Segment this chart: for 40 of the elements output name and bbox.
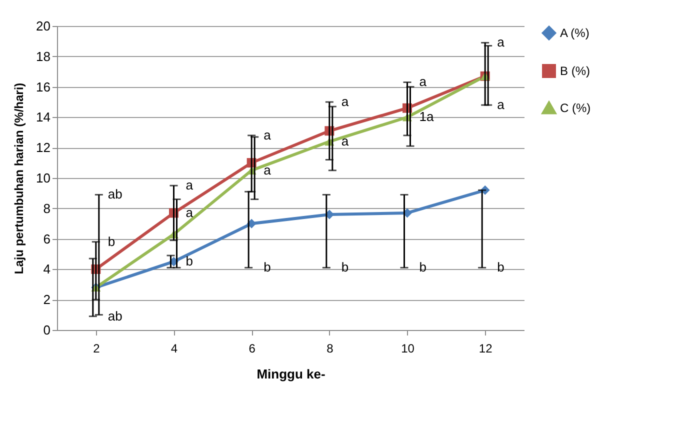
y-tick-label: 14 — [36, 110, 50, 125]
annotation: b — [264, 260, 271, 275]
annotation: b — [186, 254, 193, 269]
annotation: a — [186, 178, 194, 193]
annotation: ab — [108, 308, 122, 324]
y-tick-label: 2 — [43, 292, 50, 308]
annotation: 1a — [419, 109, 434, 124]
annotation: b — [108, 234, 116, 249]
annotation: a — [341, 134, 350, 149]
y-tick-label: 20 — [36, 18, 50, 34]
y-tick-label: 8 — [43, 200, 50, 216]
legend-label: C (%) — [560, 101, 591, 115]
x-tick-label: 12 — [478, 342, 493, 356]
y-axis-title: Laju pertumbuhan harian (%/hari) — [12, 82, 26, 274]
annotation: a — [497, 97, 506, 112]
annotation: ab — [108, 186, 122, 202]
annotation: b — [341, 260, 349, 275]
y-tick-label: 4 — [43, 262, 50, 277]
annotation: a — [264, 162, 272, 178]
annotation: b — [497, 260, 504, 275]
x-tick-label: 6 — [248, 342, 256, 356]
x-tick-label: 2 — [93, 342, 100, 356]
y-tick-label: 16 — [36, 79, 50, 94]
x-tick-label: 4 — [170, 342, 178, 356]
y-tick-label: 0 — [43, 322, 50, 338]
x-tick-label: 10 — [401, 342, 415, 356]
legend-label: B (%) — [560, 64, 590, 78]
y-tick-label: 12 — [36, 140, 50, 156]
annotation: b — [419, 260, 426, 275]
annotation: a — [264, 127, 272, 142]
annotation: a — [419, 74, 428, 90]
legend-label: A (%) — [560, 26, 590, 40]
y-tick-label: 6 — [43, 231, 50, 246]
x-tick-label: 8 — [326, 342, 334, 356]
annotation: a — [186, 204, 194, 220]
annotation: a — [497, 34, 506, 50]
annotation: a — [341, 94, 350, 109]
y-tick-label: 10 — [36, 170, 50, 186]
y-tick-label: 18 — [36, 48, 50, 64]
x-axis-title: Minggu ke- — [256, 366, 326, 382]
